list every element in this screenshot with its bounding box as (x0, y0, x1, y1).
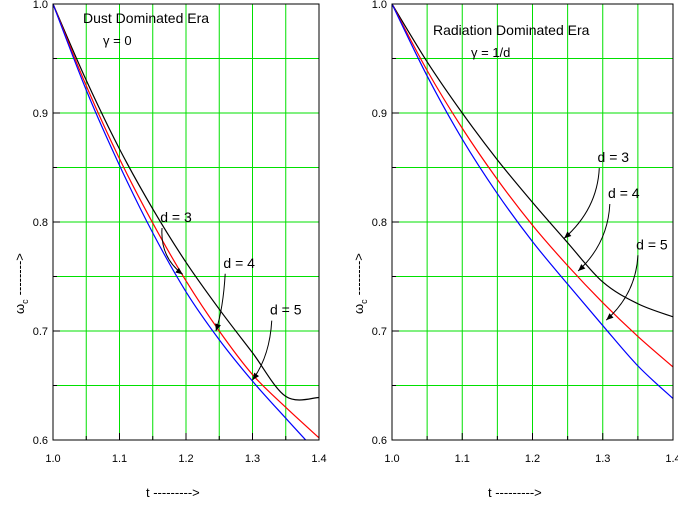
dust-era-annotation-label: d = 3 (160, 209, 192, 225)
radiation-era-series-d5-line (392, 4, 673, 400)
dust-era-tick-labels: 1.0 1.1 1.2 1.3 1.4 0.6 0.7 0.8 0.9 1.0 (33, 0, 327, 465)
dust-era-series-d3-line (53, 4, 319, 401)
dust-era-chart: 1.0 1.1 1.2 1.3 1.40.60.70.80.91.0 d = 3d = … (12, 0, 327, 500)
dust-era-y-axis-label: ωc --------> (12, 253, 30, 314)
x-tick-label: 1.4 (311, 453, 326, 465)
dust-era-title: Dust Dominated Era (83, 10, 209, 26)
dust-era-ticks (52, 3, 320, 441)
dust-era-series-d5-line (53, 4, 307, 440)
y-tick-label: 0.9 (372, 108, 387, 120)
x-tick-label: 1.2 (525, 453, 540, 465)
dust-era-annotation-label: d = 4 (223, 255, 255, 271)
y-tick-label: 0.7 (33, 326, 48, 338)
radiation-era-annotation-arrow (563, 168, 600, 239)
radiation-era-series-group (392, 4, 673, 400)
dust-era-annotation-arrowhead (175, 267, 183, 275)
x-tick-label: 1.3 (245, 453, 260, 465)
dust-era-annotation-arrowhead (252, 372, 260, 381)
y-tick-label: 0.8 (372, 217, 387, 229)
dust-era-annotations: d = 3 d = 4 d = 5 (160, 209, 302, 381)
radiation-era-annotation-label: d = 5 (636, 236, 668, 252)
radiation-era-x-axis-label: t ---------> (488, 485, 542, 500)
radiation-era-grid (392, 4, 673, 440)
radiation-era-annotation-arrow (605, 255, 639, 321)
radiation-era-chart: 1.0 1.1 1.2 1.3 1.40.60.70.80.91.0 d = 3d = … (351, 0, 678, 500)
radiation-era-y-axis-arrow: --------> (351, 253, 366, 295)
x-tick-label: 1.1 (455, 453, 470, 465)
dust-era-y-axis-arrow: --------> (12, 253, 27, 295)
x-tick-label: 1.2 (178, 453, 193, 465)
radiation-era-annotation-arrowhead (606, 313, 614, 321)
y-tick-label: 0.6 (372, 435, 387, 447)
radiation-era-annotation-arrow (577, 203, 611, 272)
dust-era-y-axis-subscript: c (20, 299, 30, 304)
radiation-era-y-axis-symbol: ω (351, 304, 366, 314)
radiation-era-y-axis-label: ωc --------> (351, 253, 369, 314)
x-tick-label: 1.0 (384, 453, 399, 465)
x-tick-label: 1.0 (45, 453, 60, 465)
dust-era-annotation-arrow (252, 320, 273, 381)
y-tick-label: 1.0 (372, 0, 387, 11)
svg-text:ωc-------->: ωc --------> (12, 253, 30, 314)
dust-era-annotation-arrow (161, 227, 183, 275)
radiation-era-tick-labels: 1.0 1.1 1.2 1.3 1.4 0.6 0.7 0.8 0.9 1.0 (372, 0, 678, 465)
x-tick-label: 1.4 (665, 453, 678, 465)
radiation-era-annotation-arrowhead (564, 231, 572, 239)
dust-era-annotation-label: d = 5 (270, 302, 302, 318)
y-tick-label: 0.8 (33, 217, 48, 229)
radiation-era-annotation-label: d = 4 (608, 185, 640, 201)
radiation-era-annotation-label: d = 3 (598, 149, 630, 165)
radiation-era-title: Radiation Dominated Era (433, 22, 590, 38)
radiation-era-series-d3-line (392, 4, 673, 318)
dust-era-subtitle: γ = 0 (103, 33, 132, 48)
radiation-era-series-d4-line (392, 4, 673, 368)
svg-text:ωc-------->: ωc --------> (351, 253, 369, 314)
dust-era-annotation-arrowhead (215, 323, 221, 331)
radiation-era-y-axis-subscript: c (359, 299, 369, 304)
y-tick-label: 0.9 (33, 108, 48, 120)
x-tick-label: 1.3 (595, 453, 610, 465)
x-tick-label: 1.1 (112, 453, 127, 465)
radiation-era-subtitle: γ = 1/d (471, 45, 510, 60)
radiation-era-annotation-arrowhead (578, 264, 586, 272)
y-tick-label: 0.6 (33, 435, 48, 447)
radiation-era-annotations: d = 3 d = 4 d = 5 (563, 149, 668, 321)
y-tick-label: 0.7 (372, 326, 387, 338)
dust-era-annotation-arrow (215, 273, 226, 332)
dust-era-y-axis-symbol: ω (12, 304, 27, 314)
dust-era-x-axis-label: t ---------> (146, 485, 200, 500)
y-tick-label: 1.0 (33, 0, 48, 11)
radiation-era-ticks (391, 3, 674, 441)
